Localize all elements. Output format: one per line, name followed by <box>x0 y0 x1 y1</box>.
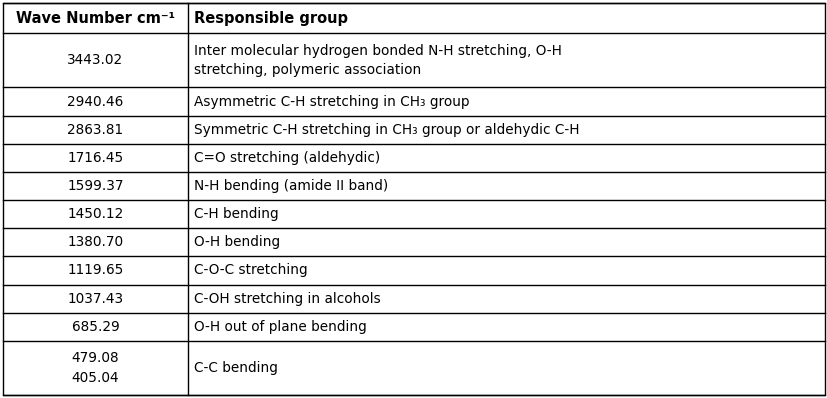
Text: 479.08
405.04: 479.08 405.04 <box>72 351 119 385</box>
Text: C-C bending: C-C bending <box>194 361 278 375</box>
Text: 1716.45: 1716.45 <box>67 151 123 165</box>
Text: C=O stretching (aldehydic): C=O stretching (aldehydic) <box>194 151 380 165</box>
Text: C-O-C stretching: C-O-C stretching <box>194 263 307 277</box>
Text: 1380.70: 1380.70 <box>67 235 123 249</box>
Text: Symmetric C-H stretching in CH₃ group or aldehydic C-H: Symmetric C-H stretching in CH₃ group or… <box>194 123 579 137</box>
Text: 1119.65: 1119.65 <box>67 263 123 277</box>
Text: C-OH stretching in alcohols: C-OH stretching in alcohols <box>194 292 380 306</box>
Text: Asymmetric C-H stretching in CH₃ group: Asymmetric C-H stretching in CH₃ group <box>194 95 469 109</box>
Text: 1037.43: 1037.43 <box>67 292 123 306</box>
Text: C-H bending: C-H bending <box>194 207 278 221</box>
Text: 1599.37: 1599.37 <box>67 179 123 193</box>
Text: N-H bending (amide II band): N-H bending (amide II band) <box>194 179 388 193</box>
Text: Inter molecular hydrogen bonded N-H stretching, O-H
stretching, polymeric associ: Inter molecular hydrogen bonded N-H stre… <box>194 44 562 76</box>
Text: 685.29: 685.29 <box>71 320 119 334</box>
Text: 2863.81: 2863.81 <box>67 123 123 137</box>
Text: 2940.46: 2940.46 <box>67 95 123 109</box>
Text: O-H out of plane bending: O-H out of plane bending <box>194 320 366 334</box>
Text: 3443.02: 3443.02 <box>67 53 123 67</box>
Text: Wave Number cm⁻¹: Wave Number cm⁻¹ <box>16 11 174 25</box>
Text: O-H bending: O-H bending <box>194 235 280 249</box>
Text: Responsible group: Responsible group <box>194 11 347 25</box>
Text: 1450.12: 1450.12 <box>67 207 123 221</box>
